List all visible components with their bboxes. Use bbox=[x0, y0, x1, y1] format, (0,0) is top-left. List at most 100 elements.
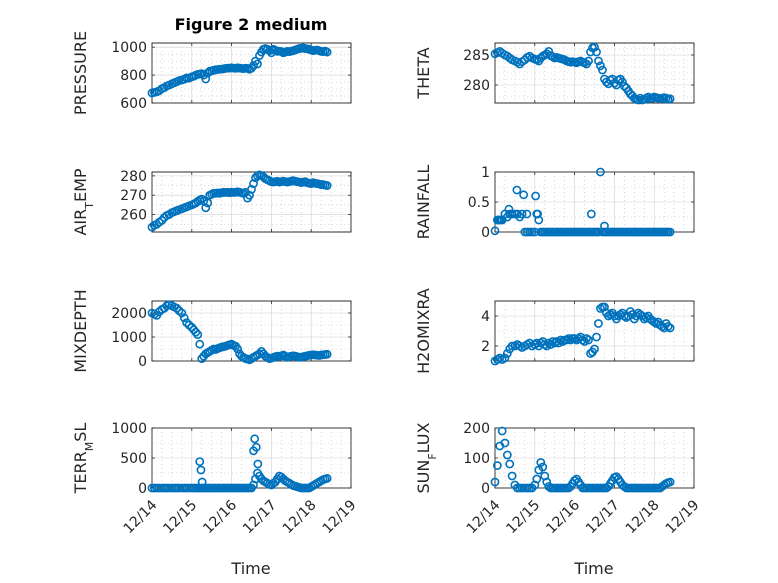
data-point bbox=[619, 482, 629, 491]
y-tick-label: 0.5 bbox=[468, 195, 490, 211]
data-point bbox=[584, 56, 593, 66]
y-tick-label: 4 bbox=[481, 309, 490, 325]
data-point bbox=[598, 65, 607, 75]
data-point bbox=[606, 310, 615, 319]
data-point bbox=[500, 353, 510, 363]
y-tick-label: 2000 bbox=[111, 306, 147, 322]
data-series bbox=[490, 167, 675, 237]
x-tick-label: 12/15 bbox=[503, 497, 543, 537]
y-tick-label: 800 bbox=[120, 68, 147, 84]
data-point bbox=[538, 462, 548, 472]
data-point bbox=[635, 93, 645, 103]
y-tick-label: 260 bbox=[120, 208, 147, 224]
data-series bbox=[147, 300, 332, 365]
y-tick-label: 285 bbox=[463, 48, 490, 64]
data-point bbox=[570, 476, 579, 485]
data-point bbox=[322, 181, 332, 190]
y-axis-label-part: AIR bbox=[71, 209, 90, 236]
data-point bbox=[590, 344, 599, 354]
x-tick-label: 12/17 bbox=[583, 497, 623, 537]
data-point bbox=[552, 337, 562, 346]
y-tick-label: 200 bbox=[463, 421, 490, 437]
y-tick-label: 1 bbox=[481, 165, 490, 181]
y-axis-label: RAINFALL bbox=[414, 165, 433, 240]
y-axis-label-subscript: T bbox=[83, 202, 96, 210]
subplot-4: 0 0.5 1 RAINFALL bbox=[414, 165, 695, 241]
y-axis-label: SUNFLUX bbox=[414, 422, 439, 493]
y-tick-label: 500 bbox=[120, 451, 147, 467]
data-point bbox=[505, 459, 515, 469]
subplot-2: 280 285 THETA bbox=[414, 42, 695, 105]
data-point bbox=[203, 198, 213, 208]
subplot-6: 2 4 H2OMIXRA bbox=[414, 288, 695, 374]
data-point bbox=[536, 458, 546, 467]
y-tick-label: 100 bbox=[463, 451, 490, 467]
y-axis-label-part: RAINFALL bbox=[414, 165, 433, 240]
y-tick-label: 0 bbox=[481, 225, 490, 241]
y-tick-label: 2 bbox=[481, 339, 490, 355]
y-axis-label: H2OMIXRA bbox=[414, 288, 433, 374]
data-point bbox=[517, 209, 527, 219]
data-point bbox=[592, 47, 601, 57]
y-axis-label: MIXDEPTH bbox=[71, 289, 90, 372]
data-point bbox=[177, 308, 187, 318]
plot-frame bbox=[494, 300, 695, 362]
data-point bbox=[617, 77, 627, 87]
data-point bbox=[548, 337, 558, 346]
y-axis-label: TERRMSL bbox=[71, 423, 96, 495]
data-point bbox=[496, 215, 506, 225]
data-point bbox=[507, 471, 517, 481]
y-tick-label: 1000 bbox=[111, 40, 147, 56]
data-point bbox=[584, 335, 593, 345]
data-point bbox=[201, 203, 211, 213]
plot-frame bbox=[151, 42, 352, 104]
data-point bbox=[533, 209, 542, 219]
data-point bbox=[619, 311, 629, 321]
x-tick-label: 12/14 bbox=[464, 497, 504, 537]
data-point bbox=[527, 227, 537, 237]
subplot-7: 0 500 1000 TERRMSL 12/14 12/15 12/16 12/17 12/18… bbox=[71, 421, 359, 537]
data-point bbox=[179, 313, 189, 323]
data-series bbox=[490, 426, 675, 493]
data-point bbox=[497, 426, 507, 436]
data-point bbox=[502, 450, 512, 460]
x-tick-label: 12/18 bbox=[280, 497, 320, 537]
data-point bbox=[643, 92, 653, 102]
x-tick-label: 12/14 bbox=[121, 497, 161, 537]
data-point bbox=[665, 227, 675, 237]
y-axis-label: THETA bbox=[414, 47, 433, 99]
data-point bbox=[253, 59, 262, 69]
data-point bbox=[590, 42, 599, 52]
data-point bbox=[490, 477, 500, 487]
y-tick-label: 1000 bbox=[111, 330, 147, 346]
y-tick-label: 280 bbox=[463, 78, 490, 94]
data-point bbox=[195, 339, 205, 349]
data-point bbox=[594, 56, 603, 66]
subplot-1: 600 800 1000 PRESSURE bbox=[71, 31, 352, 115]
data-point bbox=[522, 209, 532, 219]
y-axis-label-part: H2OMIXRA bbox=[414, 288, 433, 374]
y-tick-label: 270 bbox=[120, 188, 147, 204]
y-axis-label-subscript: M bbox=[83, 442, 96, 452]
y-axis-label-part: MIXDEPTH bbox=[71, 289, 90, 372]
data-point bbox=[542, 477, 552, 487]
y-axis-label-part: LUX bbox=[414, 422, 433, 453]
y-axis-label: PRESSURE bbox=[71, 31, 90, 115]
data-point bbox=[512, 185, 522, 195]
data-point bbox=[665, 323, 675, 333]
figure-title: Figure 2 medium bbox=[175, 15, 328, 34]
data-point bbox=[492, 461, 502, 470]
y-axis-label-part: THETA bbox=[414, 47, 433, 99]
y-axis-label: AIRTEMP bbox=[71, 168, 96, 235]
data-point bbox=[253, 459, 263, 469]
data-point bbox=[665, 94, 675, 104]
data-point bbox=[322, 473, 332, 483]
data-point bbox=[172, 303, 182, 313]
data-point bbox=[322, 47, 332, 57]
y-axis-label-part: TERR bbox=[71, 451, 90, 494]
plot-frame bbox=[151, 171, 352, 233]
data-point bbox=[532, 474, 542, 484]
x-tick-label: 12/16 bbox=[543, 497, 583, 537]
